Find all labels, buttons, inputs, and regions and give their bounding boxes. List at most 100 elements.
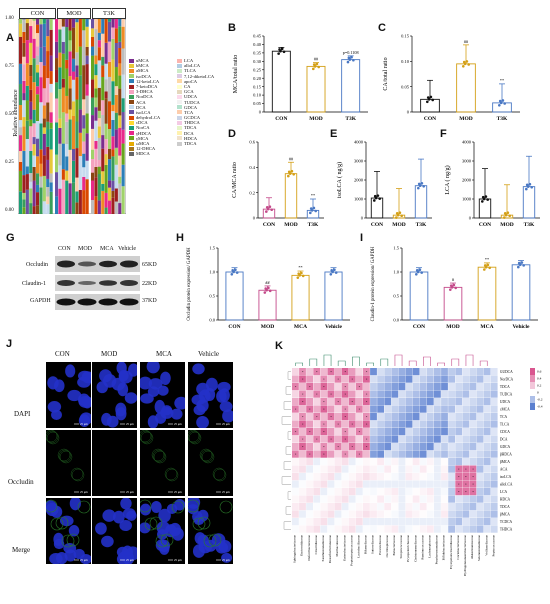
heat-cell [306, 510, 313, 518]
bar [341, 59, 361, 113]
heat-cell [412, 443, 420, 451]
y-tick-label: 0.20 [253, 76, 262, 81]
heat-cell [455, 390, 463, 398]
stack-segment [55, 41, 59, 59]
wb-protein-gapdh: GAPDH [30, 298, 51, 304]
micro-tile: 25 μm [46, 498, 91, 564]
heat-cell [398, 488, 406, 496]
stack-segment [91, 19, 95, 29]
dendrogram-branch [285, 446, 291, 455]
significance-mark: * [472, 475, 474, 479]
heat-cell [434, 443, 441, 451]
occludin-signal [171, 500, 185, 514]
legend-swatch [129, 126, 134, 131]
heat-cell [483, 435, 491, 443]
heat-cell [426, 368, 434, 376]
stack-segment [85, 179, 89, 214]
heat-cell [313, 473, 321, 481]
heat-cell [327, 428, 335, 436]
stack-segment [94, 120, 98, 141]
heat-cell [348, 503, 356, 511]
micro-tile: 25 μm [92, 498, 137, 564]
stack-segment [25, 189, 29, 214]
heat-cell [377, 450, 384, 458]
heat-row-label: THDCA [500, 528, 513, 532]
heat-cell [426, 420, 434, 428]
heat-cell [405, 480, 413, 488]
heat-cell [448, 510, 455, 518]
bar [420, 98, 440, 113]
heat-cell [299, 405, 306, 413]
heat-cell [462, 525, 470, 533]
significance-mark: * [302, 422, 304, 426]
y-axis-label: MCA/total ratio [233, 55, 239, 94]
heat-cell [434, 420, 441, 428]
data-point [312, 63, 316, 66]
occludin-signal [66, 533, 80, 547]
heat-cell [469, 458, 477, 466]
stack-segment [49, 112, 53, 123]
heat-cell [363, 465, 370, 473]
heat-cell [412, 465, 420, 473]
stack-segment [42, 127, 46, 134]
heat-row-label: LCA [500, 490, 508, 494]
stack-segment [97, 137, 101, 160]
data-point [528, 182, 532, 186]
stack-segment [22, 100, 26, 118]
heat-cell [320, 450, 328, 458]
occludin-signal [188, 430, 200, 443]
data-point [525, 187, 528, 191]
heat-cell [405, 368, 413, 376]
heat-cell [469, 375, 477, 383]
occludin-signal [160, 533, 174, 547]
stack-segment [32, 82, 36, 110]
stack-segment [22, 19, 26, 32]
stack-segment [121, 19, 125, 27]
data-point [398, 211, 402, 215]
nucleus [118, 369, 129, 382]
legend-swatch [129, 120, 134, 125]
nucleus [112, 510, 125, 524]
heat-cell [441, 368, 448, 376]
legend-label: TDCA [184, 141, 197, 146]
occludin-signal [188, 431, 202, 445]
heat-cell [299, 368, 306, 376]
stack-segment [55, 82, 59, 99]
heat-cell [327, 368, 335, 376]
heat-cell [391, 413, 399, 421]
stack-segment [118, 183, 122, 204]
significance-mark: * [323, 452, 325, 456]
stack-segment [19, 135, 23, 152]
heat-row-label: isoLCA [500, 475, 512, 479]
heat-cell [341, 435, 349, 443]
stack-segment [29, 19, 33, 27]
stack-segment [29, 150, 33, 174]
dendrogram-branch [465, 354, 474, 366]
correlation-heatmap: * * * * * GUDCA* * * * * NorDCA* * * * * TDCA* * * * * TUDCA… [281, 354, 543, 576]
legend-col2-entry: apoCA [177, 79, 214, 84]
heat-cell [334, 450, 342, 458]
stack-segment [61, 19, 65, 27]
bar [324, 271, 343, 321]
legend-label: NorCA [136, 125, 150, 131]
stack-segment [29, 119, 33, 127]
heat-cell [441, 525, 448, 533]
heat-row-label: TUDCA [500, 393, 513, 397]
significance-mark: * [344, 370, 346, 374]
stack-segment [46, 146, 50, 160]
heat-cell [377, 398, 384, 406]
stack-segment [104, 192, 108, 208]
legend-swatch [129, 84, 134, 89]
heat-cell [320, 368, 328, 376]
legend-swatch [177, 131, 182, 136]
heat-cell [348, 495, 356, 503]
heat-cell [462, 503, 470, 511]
stack-segment [22, 64, 26, 81]
legend-swatch [177, 141, 182, 146]
heat-cell [434, 480, 441, 488]
heat-cell [370, 383, 377, 391]
legend-swatch [129, 58, 134, 63]
heat-cell [306, 390, 313, 398]
nucleus [204, 539, 217, 552]
data-point [486, 263, 490, 267]
